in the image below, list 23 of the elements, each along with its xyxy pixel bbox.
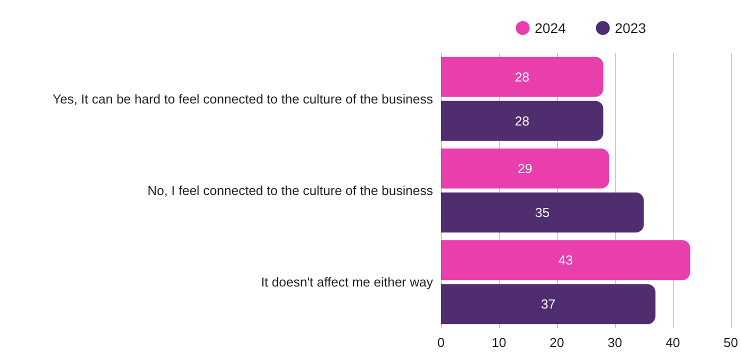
legend-label: 2024 <box>534 20 566 36</box>
x-tick-label: 0 <box>437 335 445 350</box>
y-tick-label: It doesn't affect me either way <box>260 274 434 290</box>
legend-label: 2023 <box>614 20 646 36</box>
bar <box>441 240 690 280</box>
bar <box>441 284 656 324</box>
data-label: 35 <box>535 205 550 220</box>
data-label: 28 <box>514 113 530 128</box>
data-label: 29 <box>518 161 532 176</box>
bar <box>441 100 604 141</box>
data-label: 37 <box>540 296 556 312</box>
bar <box>441 148 610 188</box>
data-label: 43 <box>558 252 573 268</box>
data-label: 28 <box>514 69 530 84</box>
x-tick-label: 20 <box>550 335 564 350</box>
y-tick-label: No, I feel connected to the culture of the business <box>148 183 434 198</box>
x-tick-label: 10 <box>492 335 506 350</box>
bar <box>441 56 604 97</box>
bar <box>441 192 644 232</box>
x-tick-label: 40 <box>666 335 680 350</box>
x-tick-label: 50 <box>724 335 738 350</box>
x-tick-label: 30 <box>608 335 622 350</box>
y-tick-label: Yes, It can be hard to feel connected to the culture of the business <box>52 91 434 106</box>
